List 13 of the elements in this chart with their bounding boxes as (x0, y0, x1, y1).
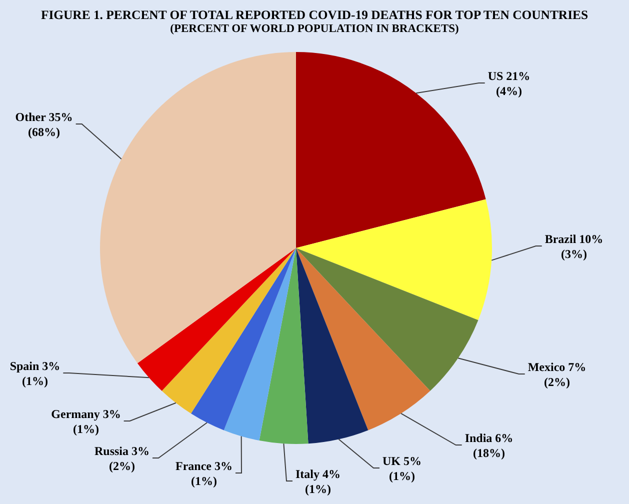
slice-label: UK 5% (1%) (382, 454, 422, 484)
chart-subtitle: (PERCENT OF WORLD POPULATION IN BRACKETS) (169, 22, 460, 36)
slice-label: Spain 3% (1%) (10, 359, 60, 388)
slice-label: Brazil 10% (3%) (544, 232, 604, 262)
slice-label: India 6% (18%) (464, 431, 514, 460)
slice-label: France 3% (1%) (176, 459, 232, 488)
slice-label: Other 35% (68%) (15, 110, 73, 140)
slice-label: Mexico 7% (2%) (528, 360, 586, 390)
slice-label: Italy 4% (1%) (296, 467, 340, 496)
slice-label: US 21% (4%) (488, 69, 530, 98)
slice-label: Germany 3% (1%) (51, 407, 121, 436)
slice-label: Russia 3% (2%) (94, 444, 150, 474)
chart-title: FIGURE 1. PERCENT OF TOTAL REPORTED COVID-19 DEATHS FOR TOP TEN COUNTRIES (40, 7, 590, 23)
